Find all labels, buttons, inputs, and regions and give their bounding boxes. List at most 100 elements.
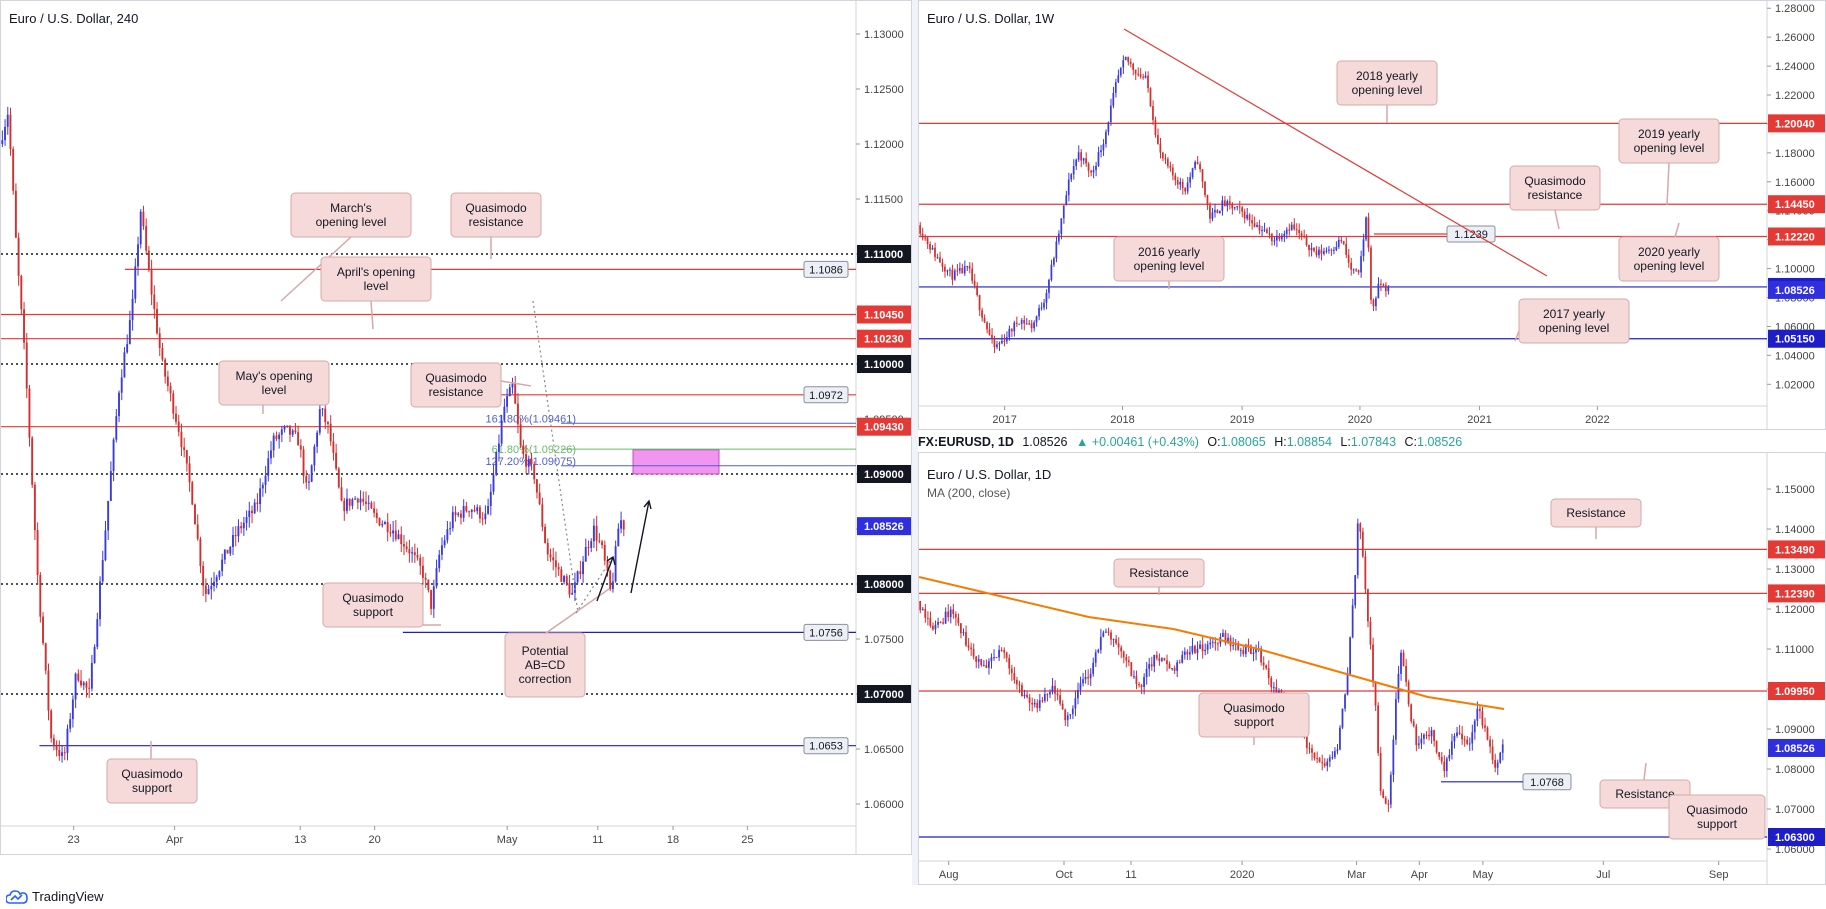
level-label-box — [803, 260, 849, 278]
candle-body — [131, 298, 134, 321]
candle-body — [1355, 269, 1357, 271]
candle-body — [207, 589, 210, 595]
candle-body — [1239, 650, 1242, 652]
level-price-tag-label: 1.09430 — [864, 422, 904, 434]
candle-body — [1445, 758, 1448, 772]
annotation-text: Quasimodo — [465, 201, 527, 215]
annotation-text: 2020 yearly — [1638, 245, 1700, 259]
annotation-text: opening level — [316, 215, 387, 229]
pane-divider[interactable] — [912, 0, 918, 885]
candle-body — [967, 645, 970, 648]
candle-body — [1275, 235, 1278, 241]
ma-indicator-label[interactable]: MA (200, close) — [927, 486, 1011, 500]
candle-body — [1049, 692, 1051, 695]
candle-body — [1261, 230, 1263, 232]
candle-body — [1272, 687, 1275, 689]
candle-body — [175, 413, 177, 422]
candle-body — [1013, 673, 1016, 680]
candle-body — [924, 237, 926, 239]
h4-chart-canvas[interactable]: 1.130001.125001.120001.115001.110001.105… — [1, 1, 912, 855]
candle-body — [1335, 246, 1338, 250]
candle-body — [411, 552, 414, 554]
annotation-text: opening level — [1352, 83, 1423, 97]
annotation-box — [1518, 298, 1630, 344]
candle-body — [1327, 249, 1330, 251]
candle-body — [364, 501, 367, 504]
daily-chart-canvas[interactable]: 1.150001.140001.130001.120001.110001.100… — [919, 453, 1826, 885]
candle-body — [1356, 523, 1359, 576]
candle-body — [514, 383, 517, 404]
candle-body — [620, 520, 622, 529]
candle-body — [370, 502, 373, 509]
candle-body — [1140, 685, 1143, 687]
candle-body — [1463, 739, 1466, 741]
x-tick-label: Mar — [1347, 869, 1366, 881]
level-price-tag — [857, 245, 911, 263]
candle-body — [1181, 181, 1184, 189]
candle-body — [362, 498, 365, 502]
candle-body — [435, 568, 438, 587]
candle-body — [348, 498, 351, 506]
candle-body — [1174, 175, 1177, 181]
candle-body — [1018, 323, 1021, 325]
candle-body — [1056, 693, 1059, 696]
annotation-text: support — [132, 781, 173, 795]
candle-body — [1122, 60, 1125, 68]
candle-body — [952, 609, 955, 614]
candle-body — [1228, 201, 1231, 205]
candle-body — [1328, 757, 1331, 762]
level-price-tag — [1768, 540, 1825, 559]
candle-body — [1402, 652, 1405, 666]
candle-body — [449, 528, 452, 530]
candle-body — [1270, 233, 1273, 242]
y-tick-label: 1.26000 — [1775, 32, 1815, 44]
level-price-tag-label: 1.12220 — [1775, 231, 1815, 243]
close-label: C: — [1404, 435, 1418, 449]
candle-body — [118, 392, 120, 417]
candle-body — [996, 344, 998, 348]
x-tick-label: 2018 — [1110, 414, 1134, 426]
candle-body — [394, 530, 397, 540]
candle-body — [1379, 283, 1382, 285]
candle-body — [1064, 709, 1067, 721]
candle-body — [1443, 761, 1446, 772]
candle-body — [381, 524, 384, 526]
annotation-box — [410, 362, 502, 408]
candle-body — [1134, 69, 1137, 74]
candle-body — [1102, 632, 1105, 637]
y-tick-label: 1.09000 — [1775, 724, 1815, 736]
candle-body — [1074, 698, 1077, 709]
annotation-box — [1599, 779, 1691, 809]
weekly-chart-panel[interactable]: 1.280001.260001.240001.220001.200001.180… — [918, 0, 1826, 430]
candle-body — [1077, 152, 1080, 160]
candle-body — [1066, 715, 1069, 721]
candle-body — [1018, 684, 1021, 686]
candle-body — [432, 586, 435, 609]
candle-body — [1178, 662, 1181, 664]
candle-body — [1323, 763, 1326, 766]
candle-body — [1374, 682, 1377, 706]
candle-body — [926, 617, 929, 619]
candle-body — [120, 377, 123, 393]
candle-body — [1033, 702, 1036, 705]
candle-body — [921, 233, 924, 238]
candle-body — [1048, 279, 1050, 293]
candle-body — [1471, 732, 1474, 744]
y-tick-label: 1.24000 — [1775, 61, 1815, 73]
tradingview-logo[interactable]: TradingView — [6, 889, 104, 904]
candle-body — [1065, 195, 1068, 206]
candle-body — [1251, 220, 1253, 224]
candle-body — [919, 601, 922, 611]
candle-body — [1211, 641, 1214, 643]
annotation-text: support — [1234, 715, 1275, 729]
daily-chart-panel[interactable]: 1.150001.140001.130001.120001.110001.100… — [918, 452, 1826, 885]
candle-body — [324, 408, 327, 423]
symbol-label[interactable]: FX:EURUSD, 1D — [918, 435, 1014, 449]
candle-body — [985, 665, 988, 668]
candle-body — [1067, 179, 1070, 196]
h4-chart-panel[interactable]: 1.130001.125001.120001.115001.110001.105… — [0, 0, 912, 855]
y-tick-label: 1.10000 — [1775, 264, 1815, 276]
x-tick-label: 11 — [592, 834, 603, 846]
weekly-chart-canvas[interactable]: 1.280001.260001.240001.220001.200001.180… — [919, 1, 1826, 430]
candle-body — [991, 334, 993, 339]
